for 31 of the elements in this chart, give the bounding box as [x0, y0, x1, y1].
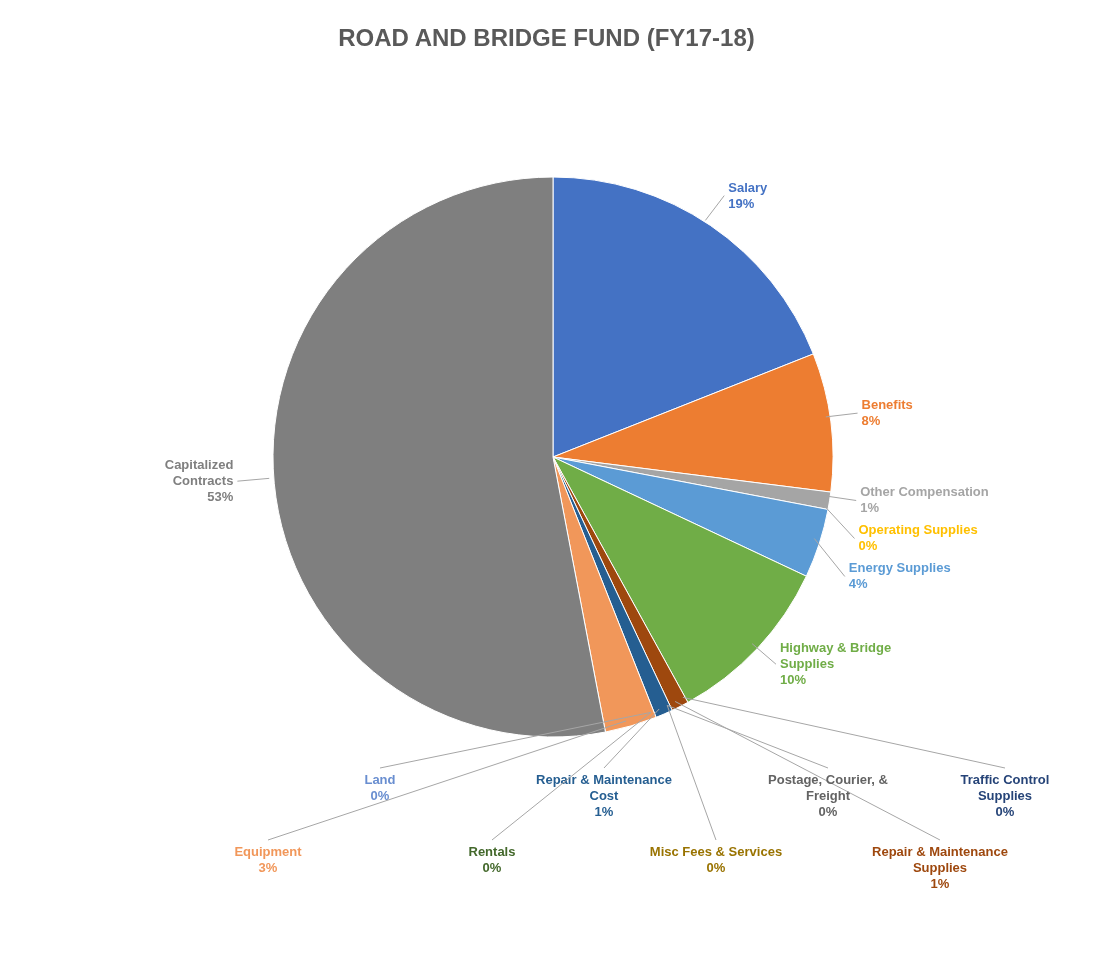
data-label: 3%	[258, 860, 278, 875]
category-label: Rentals	[468, 844, 516, 859]
slice-label: Salary	[728, 179, 769, 195]
data-label: 19%	[728, 195, 755, 211]
category-label: Traffic Control Supplies	[960, 772, 1050, 803]
text: 0%	[818, 804, 838, 819]
slice-label: Repair & Maintenance Cost	[536, 772, 672, 803]
text: 0%	[482, 860, 502, 875]
data-label: 10%	[779, 672, 807, 688]
text: 0%	[858, 538, 878, 554]
slice-label: Energy Supplies	[848, 560, 951, 576]
category-label: Land	[364, 772, 396, 787]
data-label: 4%	[848, 576, 869, 592]
text: 0%	[370, 788, 390, 803]
slice-label: Capitalized Contracts	[164, 457, 234, 489]
category-label: Postage, Courier, & Freight	[768, 772, 888, 803]
data-label: 1%	[860, 500, 880, 516]
slice-label: Highway & Bridge Supplies	[779, 640, 892, 672]
data-label: 1%	[594, 804, 614, 819]
slice-label: Other Compensation	[860, 484, 989, 500]
category-label: Operating Supplies	[858, 522, 978, 538]
text: 0%	[706, 860, 726, 875]
slice-label: Repair & Maintenance Supplies	[872, 844, 1008, 875]
category-label: Misc Fees & Services	[649, 844, 783, 859]
data-label: 8%	[861, 413, 881, 429]
slice-label: Benefits	[861, 397, 913, 413]
text: 0%	[995, 804, 1015, 819]
data-label: 53%	[207, 489, 234, 505]
data-label: 1%	[930, 876, 950, 891]
chart-title: ROAD AND BRIDGE FUND (FY17-18)	[337, 23, 756, 53]
slice-label: Equipment	[234, 844, 303, 859]
